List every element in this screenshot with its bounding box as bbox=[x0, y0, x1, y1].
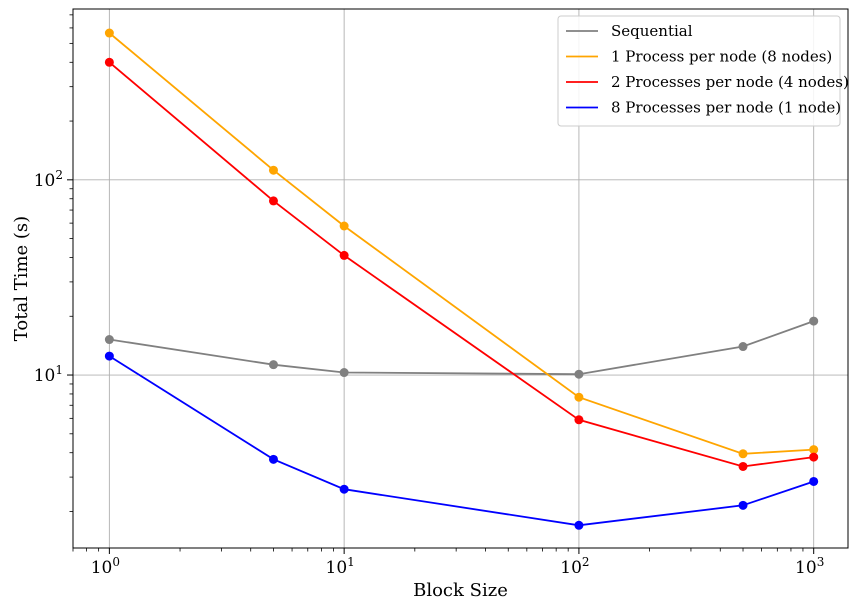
series-line bbox=[109, 320, 815, 376]
data-point bbox=[104, 57, 114, 67]
series-3 bbox=[104, 351, 819, 530]
data-point bbox=[738, 342, 748, 352]
series-0 bbox=[104, 316, 819, 379]
series-2 bbox=[104, 57, 819, 471]
series-1 bbox=[104, 28, 819, 459]
legend-label: 8 Processes per node (1 node) bbox=[611, 99, 841, 117]
data-point bbox=[339, 368, 349, 378]
legend-box bbox=[557, 15, 841, 127]
data-point bbox=[104, 28, 114, 38]
data-point bbox=[339, 484, 349, 494]
y-tick-label: 102 bbox=[34, 168, 63, 191]
y-axis-title: Total Time (s) bbox=[11, 216, 32, 341]
series-line bbox=[108, 32, 814, 455]
series-layer bbox=[104, 28, 819, 530]
data-point bbox=[809, 316, 819, 326]
data-point bbox=[574, 392, 584, 402]
x-axis-title: Block Size bbox=[413, 580, 508, 601]
x-tick-label: 101 bbox=[326, 555, 355, 578]
data-point bbox=[268, 360, 278, 370]
data-point bbox=[574, 520, 584, 530]
plot-frame bbox=[72, 8, 849, 549]
legend-label: 1 Process per node (8 nodes) bbox=[611, 48, 832, 66]
data-point bbox=[104, 335, 114, 345]
data-point bbox=[104, 351, 114, 361]
data-point bbox=[738, 461, 748, 471]
data-point bbox=[339, 221, 349, 231]
legend-label: 2 Processes per node (4 nodes) bbox=[611, 73, 849, 91]
data-point bbox=[738, 500, 748, 510]
series-line bbox=[108, 355, 814, 527]
data-point bbox=[268, 165, 278, 175]
data-point bbox=[809, 452, 819, 462]
data-point bbox=[738, 449, 748, 459]
x-tick-label: 100 bbox=[91, 555, 120, 578]
x-tick-label: 103 bbox=[795, 555, 824, 578]
data-point bbox=[574, 415, 584, 425]
data-point bbox=[574, 369, 584, 379]
x-axis-ticks: 100 101 102 103 bbox=[72, 548, 824, 578]
data-point bbox=[339, 250, 349, 260]
data-point bbox=[809, 476, 819, 486]
data-point bbox=[268, 196, 278, 206]
y-axis-ticks: 101 102 bbox=[34, 14, 73, 512]
y-tick-label: 101 bbox=[34, 363, 63, 386]
data-point bbox=[809, 445, 819, 455]
legend-label: Sequential bbox=[611, 22, 693, 40]
legend: Sequential 1 Process per node (8 nodes) 2 … bbox=[557, 15, 849, 127]
series-line bbox=[108, 61, 814, 468]
x-tick-label: 102 bbox=[560, 555, 589, 578]
data-point bbox=[268, 454, 278, 464]
